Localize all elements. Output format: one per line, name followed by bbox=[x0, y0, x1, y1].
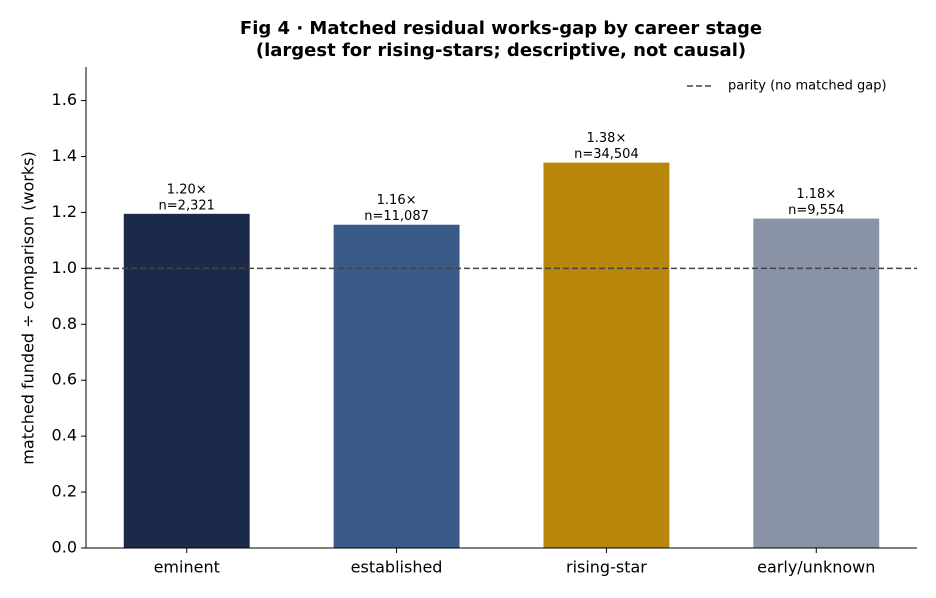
y-tick-label: 0.0 bbox=[52, 538, 77, 557]
y-tick-label: 0.8 bbox=[52, 314, 77, 333]
y-tick-label: 1.4 bbox=[52, 146, 77, 165]
value-label: 1.18× bbox=[796, 187, 836, 202]
x-tick-label: early/unknown bbox=[757, 558, 875, 577]
y-tick-label: 1.0 bbox=[52, 258, 77, 277]
bar bbox=[333, 224, 460, 548]
x-tick-label: eminent bbox=[154, 558, 220, 577]
count-label: n=9,554 bbox=[788, 203, 844, 218]
chart-subtitle: (largest for rising-stars; descriptive, … bbox=[256, 40, 746, 61]
count-label: n=11,087 bbox=[364, 209, 429, 224]
y-tick-label: 0.4 bbox=[52, 426, 77, 445]
bar bbox=[123, 213, 250, 548]
chart-title: Fig 4 · Matched residual works-gap by ca… bbox=[240, 18, 762, 39]
y-axis-label: matched funded ÷ comparison (works) bbox=[19, 151, 38, 464]
legend-label: parity (no matched gap) bbox=[728, 79, 887, 94]
y-tick-label: 0.6 bbox=[52, 370, 77, 389]
bar bbox=[753, 218, 880, 548]
y-tick-label: 1.6 bbox=[52, 90, 77, 109]
y-tick-label: 0.2 bbox=[52, 482, 77, 501]
value-label: 1.16× bbox=[377, 193, 417, 208]
bar bbox=[543, 162, 670, 549]
y-tick-label: 1.2 bbox=[52, 202, 77, 221]
value-label: 1.20× bbox=[167, 182, 207, 197]
value-label: 1.38× bbox=[587, 131, 627, 146]
count-label: n=2,321 bbox=[159, 198, 215, 213]
x-tick-label: established bbox=[351, 558, 443, 577]
x-tick-label: rising-star bbox=[566, 558, 647, 577]
count-label: n=34,504 bbox=[574, 147, 639, 162]
